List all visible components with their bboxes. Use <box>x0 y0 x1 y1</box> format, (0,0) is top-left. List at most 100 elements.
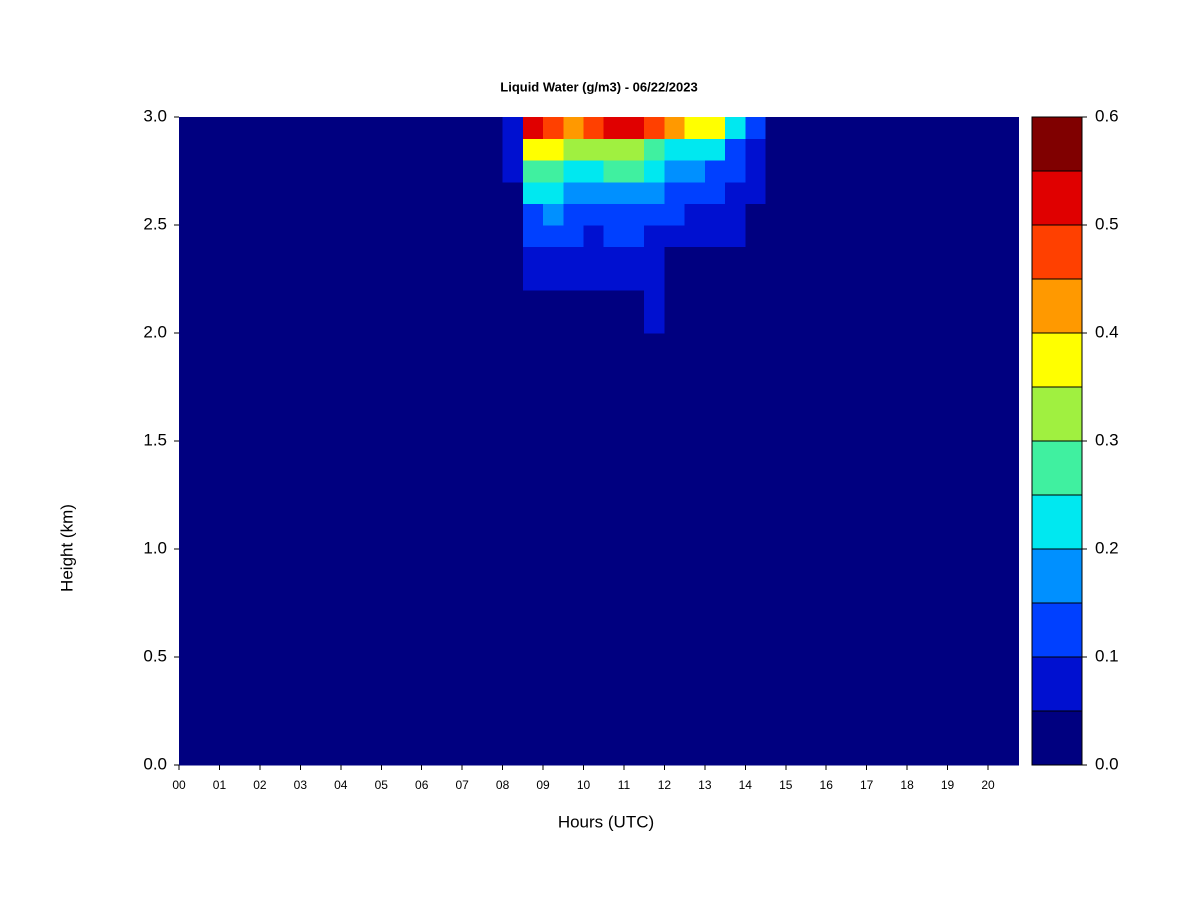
cell <box>502 246 524 291</box>
cell <box>745 333 767 766</box>
cell <box>482 225 504 248</box>
cell <box>603 246 625 291</box>
cell <box>522 181 544 204</box>
cell <box>543 289 564 334</box>
x-tick-label: 15 <box>779 778 793 792</box>
colorbar-band <box>1031 656 1083 712</box>
cell <box>179 117 483 140</box>
cell <box>765 246 1019 291</box>
x-tick-label: 19 <box>941 778 955 792</box>
cell <box>644 203 665 226</box>
cell <box>522 246 544 291</box>
cell <box>583 117 605 140</box>
cell <box>563 333 584 766</box>
cell <box>765 160 1019 183</box>
x-tick-label: 10 <box>577 778 591 792</box>
cell <box>543 117 564 140</box>
cell <box>179 181 483 204</box>
cell <box>704 333 726 766</box>
cell <box>563 203 584 226</box>
colorbar-band <box>1031 440 1083 496</box>
cell <box>543 333 564 766</box>
cell <box>664 181 686 204</box>
cell <box>725 181 746 204</box>
y-axis-label: Height (km) <box>57 504 76 592</box>
cell <box>482 333 504 766</box>
x-tick-label: 14 <box>739 778 753 792</box>
cell <box>583 333 605 766</box>
x-tick-label: 07 <box>455 778 469 792</box>
cell <box>765 203 1019 226</box>
cell <box>563 160 584 183</box>
cell <box>664 138 686 161</box>
x-tick-label: 09 <box>536 778 550 792</box>
cell <box>583 289 605 334</box>
cell <box>684 117 706 140</box>
cell <box>745 203 767 226</box>
cell <box>482 181 504 204</box>
cell <box>522 160 544 183</box>
cell <box>765 181 1019 204</box>
cell <box>543 203 564 226</box>
cell <box>725 203 746 226</box>
colorbar-tick-label: 0.2 <box>1095 538 1119 557</box>
cell <box>482 203 504 226</box>
cell <box>765 117 1019 140</box>
cell <box>563 181 584 204</box>
x-tick-label: 06 <box>415 778 429 792</box>
cell <box>603 138 625 161</box>
cell <box>745 160 767 183</box>
cell <box>684 203 706 226</box>
colorbar-tick-label: 0.1 <box>1095 646 1119 665</box>
cell <box>543 181 564 204</box>
cell <box>644 160 665 183</box>
cell <box>179 138 483 161</box>
x-tick-label: 12 <box>658 778 672 792</box>
cell <box>644 225 665 248</box>
cell <box>664 289 686 334</box>
cell <box>745 225 767 248</box>
cell <box>623 160 645 183</box>
x-axis-label: Hours (UTC) <box>558 812 654 831</box>
cell <box>522 138 544 161</box>
cell <box>664 225 686 248</box>
colorbar-tick-label: 0.3 <box>1095 430 1119 449</box>
cell <box>745 246 767 291</box>
cell <box>563 117 584 140</box>
cell <box>583 203 605 226</box>
cell <box>522 203 544 226</box>
cell <box>765 225 1019 248</box>
cell <box>745 181 767 204</box>
cell <box>583 181 605 204</box>
cell <box>725 225 746 248</box>
cell <box>583 225 605 248</box>
cell <box>603 181 625 204</box>
cell <box>623 333 645 766</box>
cell <box>522 225 544 248</box>
cell <box>725 246 746 291</box>
cell <box>623 181 645 204</box>
x-tick-label: 00 <box>172 778 186 792</box>
cell <box>563 246 584 291</box>
cell <box>603 333 625 766</box>
cell <box>623 117 645 140</box>
cell <box>644 289 665 334</box>
cell <box>583 160 605 183</box>
x-tick-label: 11 <box>618 778 631 792</box>
y-tick-label: 1.5 <box>143 430 167 449</box>
cell <box>603 203 625 226</box>
colorbar-band <box>1031 494 1083 550</box>
cell <box>745 138 767 161</box>
cell <box>502 181 524 204</box>
cell <box>563 225 584 248</box>
cell <box>623 138 645 161</box>
cell <box>563 289 584 334</box>
x-tick-label: 03 <box>294 778 308 792</box>
x-tick-label: 17 <box>860 778 874 792</box>
colorbar-band <box>1031 710 1083 766</box>
cell <box>684 160 706 183</box>
cell <box>522 117 544 140</box>
cell <box>644 333 665 766</box>
colorbar-tick-label: 0.0 <box>1095 754 1119 773</box>
cell <box>704 246 726 291</box>
